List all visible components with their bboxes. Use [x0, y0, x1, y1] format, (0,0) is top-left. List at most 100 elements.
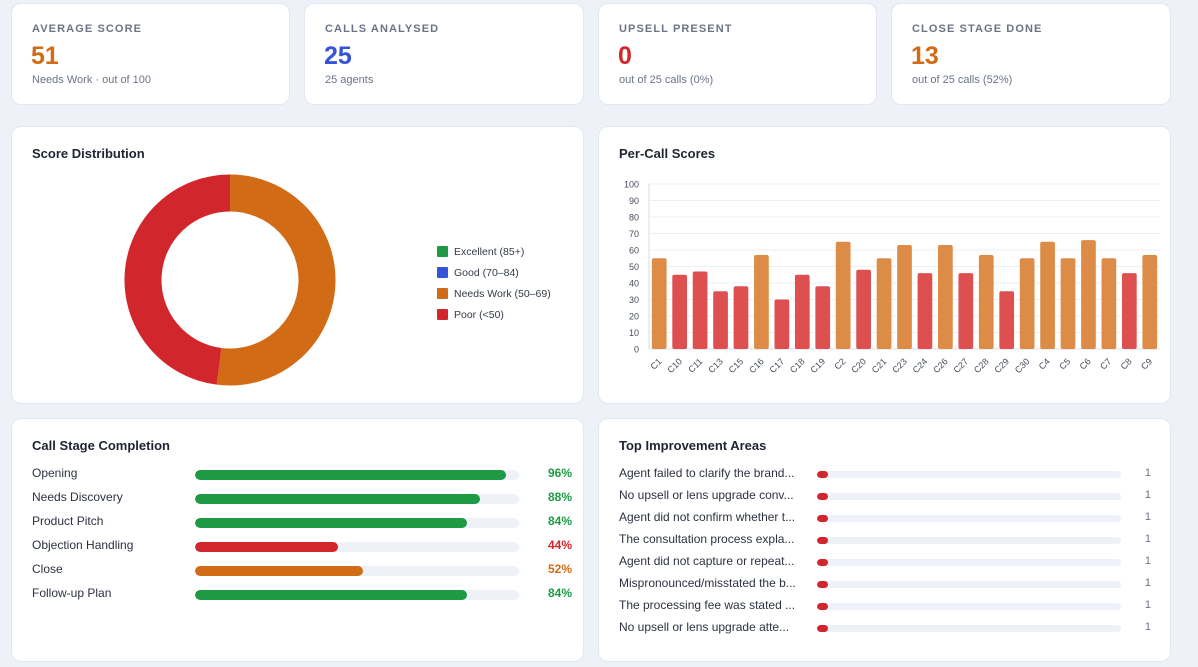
card-title: Per-Call Scores [619, 146, 716, 161]
stage-row: Product Pitch 84% [32, 513, 572, 531]
bar-c7[interactable] [1101, 258, 1117, 349]
improvement-row: Agent failed to clarify the brand... 1 [619, 465, 1151, 483]
bar-c17[interactable] [774, 299, 790, 350]
improvement-count: 1 [1144, 511, 1151, 523]
bar-c27[interactable] [958, 273, 974, 349]
bar-c21[interactable] [876, 258, 892, 349]
improvement-label: The processing fee was stated ... [619, 598, 796, 612]
bar-c24[interactable] [917, 273, 933, 349]
stage-row: Close 52% [32, 561, 572, 579]
improvement-label: Agent did not confirm whether t... [619, 510, 796, 524]
improvement-count: 1 [1144, 599, 1151, 611]
bar-c11[interactable] [692, 271, 708, 349]
bar-c1[interactable] [651, 258, 667, 349]
kpi-value: 25 [324, 42, 352, 70]
legend-item-needs-work[interactable]: Needs Work (50–69) [437, 283, 551, 304]
donut-slice-needs[interactable] [216, 174, 336, 386]
card-title: Top Improvement Areas [619, 438, 767, 453]
bar-c28[interactable] [978, 254, 994, 349]
legend-label: Poor (<50) [454, 308, 504, 321]
bar-c29[interactable] [999, 291, 1015, 349]
donut-slice-poor[interactable] [124, 174, 231, 385]
y-tick-label: 40 [629, 279, 639, 289]
bar-c16[interactable] [754, 254, 769, 349]
stage-progress-fill [195, 590, 468, 600]
x-tick-label: C29 [992, 356, 1011, 375]
score-distribution-card: Score Distribution Excellent (85+) Good … [11, 126, 584, 404]
improvement-label: Agent did not capture or repeat... [619, 554, 795, 568]
improvement-bar-fill [817, 493, 828, 500]
stage-percent: 96% [547, 466, 572, 480]
x-tick-label: C1 [648, 356, 663, 371]
x-tick-label: C5 [1057, 356, 1072, 371]
card-title: Score Distribution [32, 146, 145, 161]
bar-c18[interactable] [794, 274, 810, 349]
x-tick-label: C17 [768, 356, 787, 375]
stage-progress-fill [195, 542, 338, 552]
improvement-bar [817, 493, 1121, 500]
stage-label: Objection Handling [32, 538, 134, 552]
bar-c20[interactable] [856, 269, 871, 349]
bar-c30[interactable] [1019, 258, 1035, 349]
y-tick-label: 70 [629, 229, 639, 239]
improvement-row: The consultation process expla... 1 [619, 531, 1151, 549]
x-tick-label: C9 [1139, 356, 1154, 371]
kpi-label: CLOSE STAGE DONE [912, 23, 1043, 35]
y-tick-label: 90 [629, 196, 639, 206]
improvement-row: Mispronounced/misstated the b... 1 [619, 575, 1151, 593]
legend-item-excellent[interactable]: Excellent (85+) [437, 241, 551, 262]
bar-c23[interactable] [897, 245, 912, 349]
improvement-label: No upsell or lens upgrade conv... [619, 488, 794, 502]
per-call-scores-card: Per-Call Scores 0 10 20 30 40 50 60 70 80 90 100 C1… [598, 126, 1171, 404]
x-tick-label: C6 [1078, 356, 1093, 371]
x-tick-label: C20 [849, 356, 868, 375]
bar-c10[interactable] [672, 274, 688, 349]
improvement-count: 1 [1144, 555, 1151, 567]
bar-c2[interactable] [835, 241, 851, 349]
bar-c19[interactable] [815, 286, 831, 349]
bar-c15[interactable] [733, 286, 749, 349]
x-tick-label: C24 [911, 356, 930, 375]
call-stage-completion-card: Call Stage Completion Opening 96% Needs Di… [11, 418, 584, 662]
top-improvement-areas-card: Top Improvement Areas Agent failed to cl… [598, 418, 1171, 662]
stage-row: Opening 96% [32, 465, 572, 483]
y-tick-label: 20 [629, 312, 639, 322]
legend-swatch [437, 309, 448, 320]
bar-c26[interactable] [938, 245, 953, 349]
stage-row: Follow-up Plan 84% [32, 585, 572, 603]
kpi-label: CALLS ANALYSED [325, 23, 440, 35]
stage-label: Close [32, 562, 63, 576]
stage-label: Follow-up Plan [32, 586, 112, 600]
legend-swatch [437, 288, 448, 299]
bar-c5[interactable] [1060, 258, 1076, 349]
improvement-bar-fill [817, 625, 828, 632]
x-tick-label: C15 [727, 356, 746, 375]
improvement-label: Agent failed to clarify the brand... [619, 466, 795, 480]
score-distribution-donut [124, 174, 336, 386]
bar-c4[interactable] [1040, 241, 1055, 349]
bar-c6[interactable] [1081, 240, 1096, 349]
x-tick-label: C23 [890, 356, 909, 375]
improvement-count: 1 [1144, 489, 1151, 501]
improvement-label: Mispronounced/misstated the b... [619, 576, 796, 590]
stage-progress-bar [195, 590, 519, 600]
improvement-bar [817, 625, 1121, 632]
kpi-card-calls-analysed: CALLS ANALYSED 25 25 agents [304, 3, 584, 105]
x-tick-label: C21 [870, 356, 889, 375]
kpi-value: 13 [911, 42, 939, 70]
legend-item-good[interactable]: Good (70–84) [437, 262, 551, 283]
legend-item-poor[interactable]: Poor (<50) [437, 304, 551, 325]
x-tick-label: C16 [747, 356, 766, 375]
bar-c9[interactable] [1142, 254, 1158, 349]
stage-progress-fill [195, 566, 364, 576]
improvement-bar [817, 515, 1121, 522]
y-tick-label: 10 [629, 328, 639, 338]
x-tick-label: C30 [1013, 356, 1032, 375]
kpi-value: 51 [31, 42, 59, 70]
improvement-count: 1 [1144, 577, 1151, 589]
bar-c8[interactable] [1121, 273, 1137, 349]
x-tick-label: C10 [665, 356, 684, 375]
y-tick-label: 30 [629, 295, 639, 305]
stage-row: Objection Handling 44% [32, 537, 572, 555]
bar-c13[interactable] [713, 291, 728, 349]
